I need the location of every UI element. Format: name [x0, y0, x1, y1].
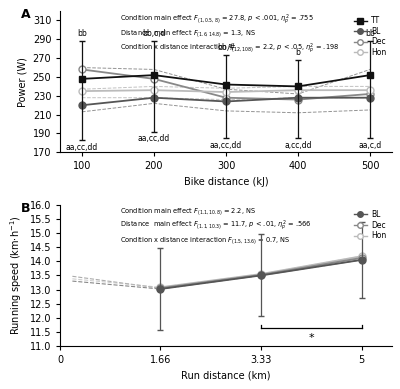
Legend: TT, BL, Dec, Hon: TT, BL, Dec, Hon: [352, 15, 388, 58]
Text: Condition main effect $F_{(1.1,10.8)}$ = 2.2, NS
Distance  main effect $F_{(1.1,: Condition main effect $F_{(1.1,10.8)}$ =…: [120, 206, 312, 245]
Text: aa,c,d: aa,c,d: [358, 141, 382, 150]
Text: bb,#: bb,#: [217, 44, 235, 53]
Text: bb: bb: [77, 30, 87, 39]
Text: b: b: [296, 48, 300, 57]
Text: A: A: [20, 8, 30, 21]
Legend: BL, Dec, Hon: BL, Dec, Hon: [352, 209, 388, 242]
Text: Condition main effect $F_{(1,0.5,8)}$ = 27.8, $p$ < .001, $\eta_p^2$ = .755
Dist: Condition main effect $F_{(1,0.5,8)}$ = …: [120, 12, 339, 56]
Y-axis label: Power (W): Power (W): [17, 57, 27, 107]
X-axis label: Run distance (km): Run distance (km): [181, 371, 271, 381]
Text: aa,cc,dd: aa,cc,dd: [66, 143, 98, 152]
Text: B: B: [20, 202, 30, 215]
Text: aa,cc,dd: aa,cc,dd: [210, 141, 242, 150]
Y-axis label: Running speed (km$\cdot$h$^{-1}$): Running speed (km$\cdot$h$^{-1}$): [8, 216, 24, 335]
Text: a,cc,dd: a,cc,dd: [284, 141, 312, 150]
Text: *: *: [309, 333, 314, 343]
X-axis label: Bike distance (kJ): Bike distance (kJ): [184, 177, 268, 187]
Text: aa,cc,dd: aa,cc,dd: [138, 135, 170, 144]
Text: bb,c,d: bb,c,d: [142, 30, 166, 39]
Text: bb: bb: [365, 30, 375, 39]
